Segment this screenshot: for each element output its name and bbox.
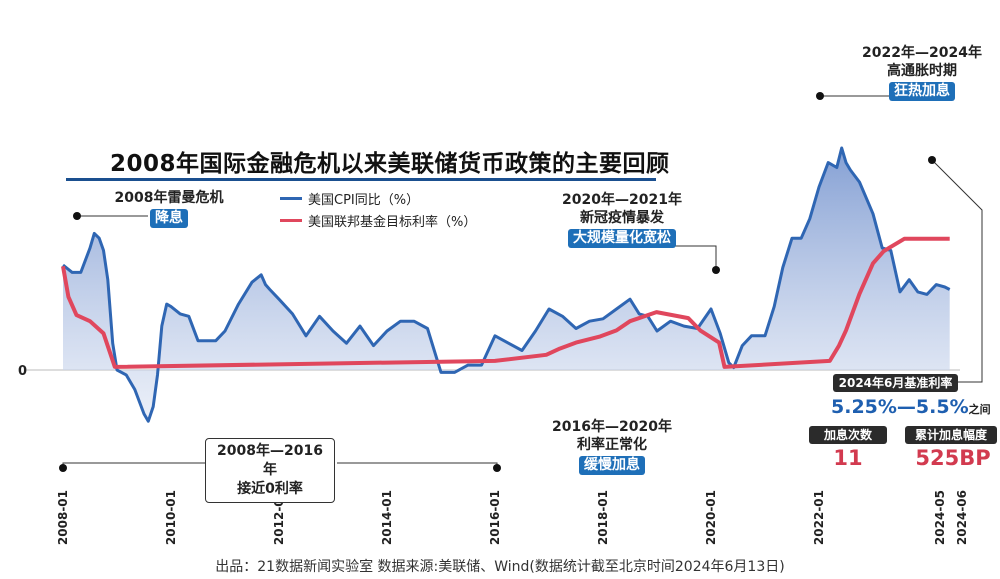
annotation-2016: 2016年—2020年 利率正常化 缓慢加息 — [543, 418, 681, 475]
annotation-2022-line1: 2022年—2024年 — [862, 45, 982, 61]
bracket-right — [337, 462, 498, 468]
legend: 美国CPI同比（%） 美国联邦基金目标利率（%） — [280, 187, 476, 231]
leader-june-rate — [931, 159, 983, 383]
annotation-2016-line2: 利率正常化 — [577, 437, 647, 453]
x-tick-label: 2020-01 — [704, 490, 718, 545]
annotation-2020-line1: 2020年—2021年 — [562, 192, 682, 208]
annotation-2020-line2: 新冠疫情暴发 — [580, 210, 664, 226]
x-tick-label: 2008-01 — [56, 490, 70, 545]
annotation-2008-pill: 降息 — [150, 209, 188, 228]
annotation-near-zero-line2: 接近0利率 — [237, 481, 303, 497]
title-underline — [66, 178, 656, 181]
legend-swatch-cpi — [280, 196, 302, 200]
x-tick-label: 2016-01 — [488, 490, 502, 545]
annotation-2008-text: 2008年雷曼危机 — [114, 190, 224, 206]
x-tick-label: 2024-05 — [933, 490, 947, 545]
annotation-near-zero-line1: 2008年—2016年 — [217, 443, 323, 478]
annotation-2020-pill: 大规模量化宽松 — [568, 229, 676, 248]
hike-count: 11 — [833, 446, 863, 470]
legend-label-cpi: 美国CPI同比（%） — [308, 192, 420, 208]
legend-item-fed: 美国联邦基金目标利率（%） — [280, 209, 476, 231]
legend-item-cpi: 美国CPI同比（%） — [280, 187, 476, 209]
annotation-2022-pill: 狂热加息 — [889, 82, 955, 101]
cpi-area-layer: 0 — [18, 148, 960, 422]
leader-2020 — [655, 245, 717, 270]
annotation-leaders — [59, 92, 983, 472]
hike-count-label: 加息次数 — [809, 426, 887, 444]
x-axis-ticks: 2008-01 2010-01 2012-01 2014-01 2016-01 2018-… — [56, 490, 969, 545]
annotation-2016-pill: 缓慢加息 — [579, 456, 645, 475]
rate-range-value: 5.25%—5.5% — [831, 396, 969, 418]
hike-total: 525BP — [915, 446, 991, 470]
x-tick-label: 2024-06 — [955, 490, 969, 545]
marker-2008 — [73, 212, 81, 220]
annotation-2008: 2008年雷曼危机 降息 — [108, 189, 230, 228]
legend-swatch-fed — [280, 218, 302, 222]
cpi-area — [63, 148, 950, 422]
fed-rate-series-line — [61, 236, 950, 369]
x-tick-label: 2012-01 — [272, 490, 286, 545]
x-tick-label: 2010-01 — [164, 490, 178, 545]
bracket-left — [62, 462, 205, 468]
annotation-near-zero: 2008年—2016年 接近0利率 — [205, 438, 335, 503]
june-rate-label: 2024年6月基准利率 — [833, 374, 958, 392]
x-tick-label: 2018-01 — [596, 490, 610, 545]
marker-june-rate — [928, 156, 936, 164]
annotation-2022-line2: 高通胀时期 — [887, 63, 957, 79]
x-tick-label: 2014-01 — [380, 490, 394, 545]
marker-near-zero-end — [493, 464, 501, 472]
footer-source: 出品：21数据新闻实验室 数据来源:美联储、Wind(数据统计截至北京时间202… — [215, 559, 785, 575]
hike-total-label: 累计加息幅度 — [905, 426, 997, 444]
y-zero-label: 0 — [18, 364, 27, 379]
rate-range-suffix: 之间 — [968, 403, 991, 416]
chart-title: 2008年国际金融危机以来美联储货币政策的主要回顾 — [110, 151, 670, 177]
legend-label-fed: 美国联邦基金目标利率（%） — [308, 214, 477, 230]
series-lines-layer — [61, 146, 951, 423]
x-tick-label: 2022-01 — [812, 490, 826, 545]
annotation-2020: 2020年—2021年 新冠疫情暴发 大规模量化宽松 — [548, 191, 696, 248]
annotation-2022: 2022年—2024年 高通胀时期 狂热加息 — [862, 44, 982, 101]
marker-2022 — [816, 92, 824, 100]
annotation-2016-line1: 2016年—2020年 — [552, 419, 672, 435]
marker-2020 — [712, 266, 720, 274]
marker-near-zero-start — [59, 464, 67, 472]
rate-range: 5.25%—5.5%之间 — [831, 396, 991, 418]
